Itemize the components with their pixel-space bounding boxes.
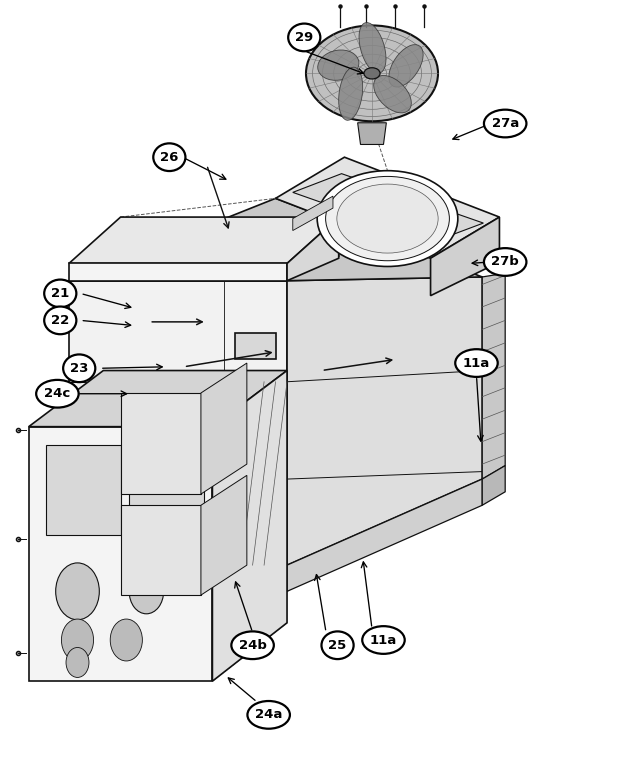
Ellipse shape [364,68,380,79]
Polygon shape [129,446,204,535]
Polygon shape [69,264,287,281]
Ellipse shape [36,380,79,408]
Polygon shape [29,426,213,681]
Ellipse shape [317,50,359,80]
Polygon shape [29,371,287,426]
Text: 25: 25 [329,638,347,651]
Ellipse shape [484,109,526,137]
Ellipse shape [231,631,274,659]
Polygon shape [287,479,482,591]
Ellipse shape [317,170,458,267]
Polygon shape [69,281,287,565]
Text: 22: 22 [51,314,69,327]
Polygon shape [69,217,339,264]
Polygon shape [201,476,247,595]
Polygon shape [213,371,287,681]
Polygon shape [69,198,482,281]
Ellipse shape [306,25,438,121]
Polygon shape [120,393,201,494]
Polygon shape [482,466,505,505]
Ellipse shape [153,143,185,171]
Ellipse shape [44,307,76,334]
Polygon shape [358,123,386,144]
Text: 27a: 27a [492,117,519,130]
Polygon shape [69,565,287,591]
Ellipse shape [455,349,498,377]
Polygon shape [482,273,505,479]
Polygon shape [287,217,339,281]
Polygon shape [293,173,484,242]
Text: 11a: 11a [463,356,490,369]
Circle shape [110,619,143,661]
Ellipse shape [337,184,438,253]
Ellipse shape [322,631,353,659]
Text: 24a: 24a [255,709,282,722]
Text: 24b: 24b [239,638,267,651]
Ellipse shape [484,248,526,276]
Circle shape [61,619,94,661]
Ellipse shape [374,76,411,113]
Polygon shape [46,446,120,535]
Ellipse shape [326,177,450,261]
Polygon shape [287,277,482,565]
Ellipse shape [63,355,95,382]
Text: 21: 21 [51,287,69,300]
Polygon shape [120,505,201,595]
Circle shape [56,563,99,620]
Ellipse shape [44,280,76,308]
Polygon shape [236,333,275,359]
Circle shape [129,569,164,614]
Text: eReplacementParts.com: eReplacementParts.com [206,385,339,394]
Text: 24c: 24c [44,387,71,400]
Ellipse shape [389,45,423,87]
Text: 11a: 11a [370,634,397,647]
Ellipse shape [247,701,290,729]
Polygon shape [201,363,247,494]
Ellipse shape [362,626,405,654]
Text: 29: 29 [295,31,313,44]
Ellipse shape [359,22,386,73]
Text: 27b: 27b [491,255,519,268]
Circle shape [66,648,89,678]
Ellipse shape [288,24,321,52]
Polygon shape [275,157,500,258]
Polygon shape [293,196,333,231]
Ellipse shape [339,67,363,120]
Polygon shape [430,217,500,295]
Text: 23: 23 [70,362,89,375]
Text: 26: 26 [160,150,179,163]
